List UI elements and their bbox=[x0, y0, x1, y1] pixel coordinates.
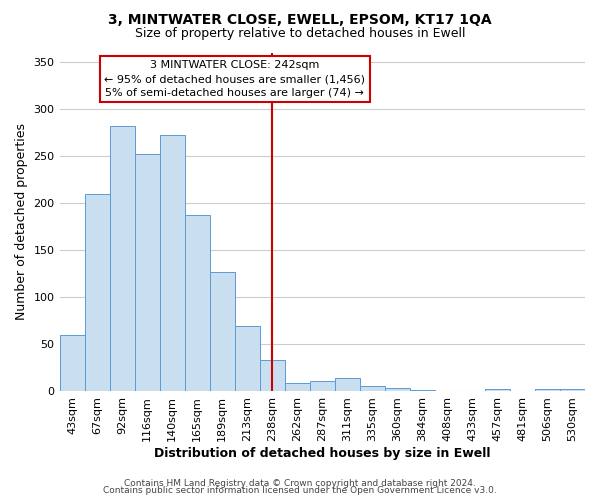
Bar bbox=[285, 383, 310, 392]
Bar bbox=[535, 388, 560, 392]
Bar bbox=[134, 154, 160, 392]
Bar bbox=[485, 388, 510, 392]
Text: 3 MINTWATER CLOSE: 242sqm
← 95% of detached houses are smaller (1,456)
5% of sem: 3 MINTWATER CLOSE: 242sqm ← 95% of detac… bbox=[104, 60, 365, 98]
Y-axis label: Number of detached properties: Number of detached properties bbox=[15, 124, 28, 320]
Bar bbox=[360, 386, 385, 392]
Bar bbox=[335, 378, 360, 392]
Bar bbox=[260, 360, 285, 392]
Bar bbox=[209, 272, 235, 392]
Text: Contains HM Land Registry data © Crown copyright and database right 2024.: Contains HM Land Registry data © Crown c… bbox=[124, 478, 476, 488]
Text: Size of property relative to detached houses in Ewell: Size of property relative to detached ho… bbox=[135, 28, 465, 40]
Bar bbox=[235, 326, 260, 392]
Bar bbox=[385, 388, 410, 392]
X-axis label: Distribution of detached houses by size in Ewell: Distribution of detached houses by size … bbox=[154, 447, 491, 460]
Bar bbox=[410, 390, 435, 392]
Bar bbox=[560, 388, 585, 392]
Text: Contains public sector information licensed under the Open Government Licence v3: Contains public sector information licen… bbox=[103, 486, 497, 495]
Text: 3, MINTWATER CLOSE, EWELL, EPSOM, KT17 1QA: 3, MINTWATER CLOSE, EWELL, EPSOM, KT17 1… bbox=[108, 12, 492, 26]
Bar bbox=[185, 216, 209, 392]
Bar bbox=[160, 136, 185, 392]
Bar bbox=[310, 381, 335, 392]
Bar bbox=[85, 194, 110, 392]
Bar bbox=[59, 335, 85, 392]
Bar bbox=[110, 126, 134, 392]
